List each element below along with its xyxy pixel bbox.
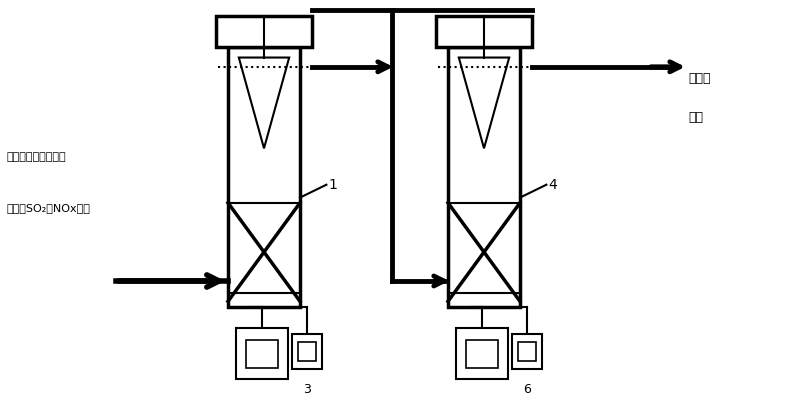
Bar	[518, 342, 536, 362]
Bar	[216, 16, 312, 47]
Text: 6: 6	[523, 382, 531, 393]
Bar	[512, 334, 542, 369]
Bar	[298, 342, 316, 362]
Text: 经降温及除尘预处理: 经降温及除尘预处理	[6, 152, 66, 162]
Bar	[436, 16, 532, 47]
Text: 后的含SO₂、NOx烟气: 后的含SO₂、NOx烟气	[6, 203, 90, 213]
Text: 净化后: 净化后	[688, 72, 710, 85]
Bar	[456, 328, 508, 379]
Text: 2: 2	[258, 392, 266, 393]
Polygon shape	[238, 57, 290, 148]
Bar	[236, 328, 288, 379]
Polygon shape	[459, 57, 509, 148]
Bar	[228, 47, 300, 307]
Bar	[448, 47, 520, 307]
Text: 5: 5	[478, 392, 486, 393]
Bar	[466, 340, 498, 368]
Text: 4: 4	[548, 178, 557, 192]
Text: 1: 1	[328, 178, 337, 192]
Text: 排气: 排气	[688, 111, 703, 125]
Bar	[292, 334, 322, 369]
Text: 3: 3	[303, 382, 311, 393]
Bar	[246, 340, 278, 368]
